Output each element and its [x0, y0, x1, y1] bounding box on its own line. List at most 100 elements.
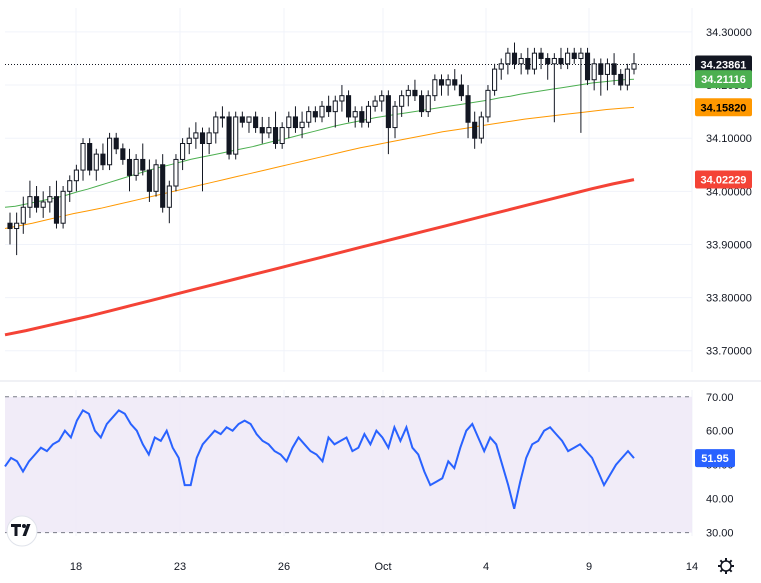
candle-body	[14, 222, 20, 230]
candle-body	[578, 52, 584, 59]
candle-body	[326, 105, 332, 113]
candle-body	[186, 137, 192, 145]
candle-body	[60, 190, 66, 224]
rsi-y-tick-label: 70.00	[706, 392, 734, 404]
candle-body	[93, 153, 99, 171]
candle-body	[312, 111, 318, 118]
rsi-value-tag: 51.95	[695, 449, 735, 468]
candle	[219, 106, 225, 128]
candle	[40, 191, 46, 218]
price-y-tick-label: 33.70000	[706, 346, 752, 358]
x-tick-label: 9	[586, 561, 592, 573]
candle	[173, 154, 179, 192]
rsi-value-tag-text: 51.95	[701, 453, 729, 465]
candle	[525, 47, 531, 75]
tradingview-logo-dot	[22, 524, 26, 528]
candle	[372, 95, 378, 112]
candle	[485, 85, 491, 123]
candle	[126, 148, 133, 192]
candle	[193, 122, 199, 149]
last-price-tag-text: 34.23861	[701, 60, 747, 72]
candle-body	[199, 132, 206, 145]
candle-body	[445, 79, 451, 86]
candle-body	[120, 148, 126, 160]
candle-body	[432, 79, 438, 97]
candle	[199, 127, 206, 192]
candle	[551, 53, 557, 123]
candle	[47, 186, 53, 213]
price-y-tick-label: 34.10000	[706, 133, 752, 145]
candle	[306, 106, 312, 128]
candle	[246, 116, 252, 133]
price-y-tick-label: 34.00000	[706, 186, 752, 198]
candle	[153, 159, 159, 197]
candle-body	[339, 95, 345, 102]
candle	[425, 90, 431, 117]
candle	[299, 111, 305, 139]
candle-body	[558, 57, 564, 65]
candle	[319, 100, 325, 123]
candle	[511, 42, 518, 70]
candle-body	[306, 111, 312, 123]
candle	[458, 74, 464, 101]
candle-body	[392, 105, 398, 129]
candle-body	[246, 116, 252, 123]
candle	[412, 79, 418, 101]
moving-average-tag-1: 34.15820	[695, 98, 752, 117]
tradingview-logo-t	[11, 524, 21, 536]
candle	[419, 90, 425, 117]
candle-body	[412, 89, 418, 97]
candle	[472, 111, 478, 149]
candle-body	[571, 52, 577, 59]
candle	[518, 53, 524, 75]
candle-body	[213, 116, 219, 134]
candle-body	[286, 116, 292, 129]
rsi-value-tag-bg	[695, 449, 735, 468]
candle	[452, 69, 458, 91]
candle	[571, 47, 577, 64]
candle	[27, 180, 33, 218]
candle-body	[27, 196, 33, 208]
candle	[33, 186, 40, 213]
candle-body	[160, 164, 166, 208]
candle	[558, 47, 564, 70]
candle	[438, 74, 445, 96]
candle	[598, 58, 604, 96]
candle	[399, 90, 405, 117]
candle-body	[458, 84, 464, 97]
candle	[432, 74, 438, 101]
candle-body	[399, 95, 405, 107]
moving-average-line-2	[4, 178, 635, 337]
candle-body	[80, 143, 86, 171]
x-tick-label: 18	[70, 561, 82, 573]
candle	[292, 106, 299, 133]
candle	[180, 138, 186, 171]
candle-body	[405, 89, 411, 97]
candle-body	[538, 52, 544, 59]
candle	[359, 106, 365, 128]
price-y-tick-label: 33.90000	[706, 239, 752, 251]
candle	[279, 122, 285, 149]
candle	[611, 53, 617, 86]
last-price-tag-bg	[695, 55, 752, 74]
candle	[352, 106, 358, 128]
candle-body	[133, 158, 139, 176]
candle	[259, 116, 265, 144]
gear-icon[interactable]	[718, 558, 734, 574]
candle-body	[611, 63, 617, 75]
candle-body	[173, 158, 179, 187]
candle-body	[379, 95, 385, 102]
candle-body	[206, 132, 212, 145]
candle-body	[472, 121, 478, 139]
candle-body	[20, 206, 26, 224]
x-tick-label: 14	[686, 561, 698, 573]
candle-body	[518, 57, 524, 65]
candle-body	[73, 169, 79, 182]
candle	[133, 154, 139, 181]
rsi-y-tick-label: 30.00	[706, 528, 734, 540]
candle-body	[253, 116, 259, 129]
moving-average-tag-2-bg	[695, 170, 752, 189]
candle-body	[299, 121, 305, 129]
candle	[379, 90, 385, 112]
